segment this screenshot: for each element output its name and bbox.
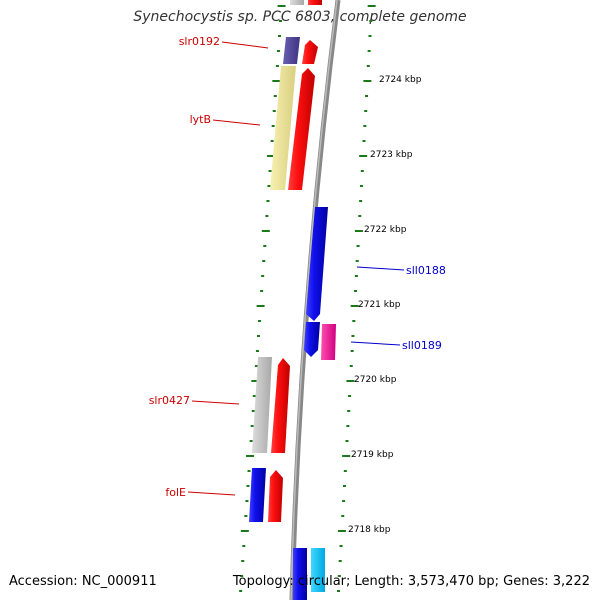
gene-slr0192-cog[interactable] [283, 37, 300, 64]
tick-label-2718: 2718 kbp [348, 525, 391, 535]
gene-label-folE[interactable]: folE [165, 486, 186, 499]
gene-sll0189[interactable] [304, 322, 320, 357]
gene-label-sll0189[interactable]: sll0189 [402, 339, 442, 352]
tick-label-2722: 2722 kbp [364, 225, 407, 235]
gene-top-partial-red[interactable] [308, 0, 322, 5]
leader-folE [187, 491, 236, 496]
gene-slr0192[interactable] [302, 40, 318, 64]
gene-lytB-cog[interactable] [270, 66, 296, 190]
gene-top-partial-gray[interactable] [290, 0, 304, 5]
gene-label-slr0427[interactable]: slr0427 [149, 394, 190, 407]
map-title: Synechocystis sp. PCC 6803, complete gen… [133, 9, 467, 25]
leader-lytB [212, 119, 261, 126]
tick-label-2724: 2724 kbp [379, 75, 422, 85]
leader-slr0427 [191, 400, 240, 405]
gene-slr0427[interactable] [271, 358, 290, 453]
gene-folE[interactable] [268, 470, 283, 522]
tick-label-2721: 2721 kbp [358, 300, 401, 310]
gene-lytB[interactable] [288, 68, 315, 190]
gene-slr0427-cog[interactable] [252, 357, 272, 453]
tick-label-2720: 2720 kbp [354, 375, 397, 385]
leader-sll0188 [356, 266, 405, 271]
gene-bottom-partial-blue[interactable] [293, 548, 307, 600]
gene-label-slr0192[interactable]: slr0192 [179, 35, 220, 48]
tick-label-2719: 2719 kbp [351, 450, 394, 460]
outer-tick-marks [337, 5, 376, 592]
gene-bottom-partial-cyan[interactable] [311, 548, 325, 592]
gene-label-lytB[interactable]: lytB [190, 113, 211, 126]
leader-sll0189 [350, 341, 401, 346]
topology-summary: Topology: circular; Length: 3,573,470 bp… [232, 574, 590, 589]
gene-folE-cog[interactable] [249, 468, 266, 522]
gene-sll0189-cog[interactable] [321, 324, 336, 360]
accession-text: Accession: NC_000911 [9, 574, 157, 589]
gene-sll0188[interactable] [306, 207, 328, 321]
leader-slr0192 [221, 41, 269, 49]
gene-label-sll0188[interactable]: sll0188 [406, 264, 446, 277]
tick-label-2723: 2723 kbp [370, 150, 413, 160]
